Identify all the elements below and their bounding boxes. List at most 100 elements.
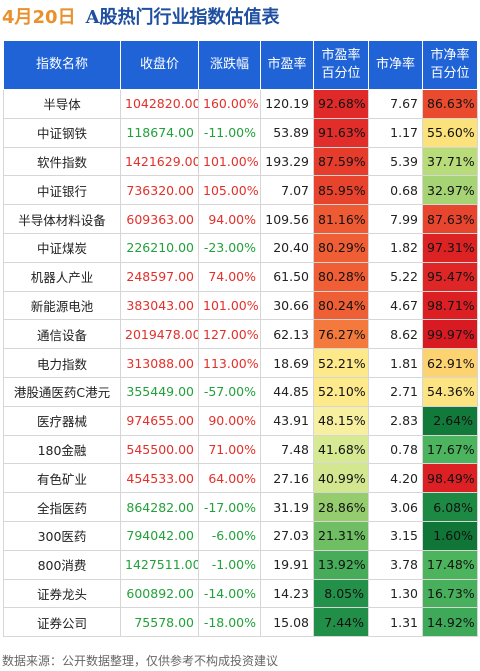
table-row: 全指医药 864282.00 -17.00% 31.19 28.86% 3.06 6.08%	[3, 492, 478, 522]
cell-change: -1.00%	[198, 549, 261, 580]
cell-pb-percentile: 98.71%	[422, 290, 478, 321]
cell-index-name: 中证银行	[3, 175, 121, 206]
cell-close: 864282.00	[120, 492, 199, 522]
cell-pe-percentile: 41.68%	[313, 434, 369, 465]
cell-change: 90.00%	[198, 405, 261, 436]
cell-pe: 31.19	[260, 492, 314, 522]
cell-pe: 62.13	[260, 319, 314, 350]
valuation-table: 指数名称 收盘价 涨跌幅 市盈率 市盈率 百分位 市净率 市净率 百分位 半导体 104282…	[3, 40, 478, 638]
cell-pe: 61.50	[260, 261, 314, 292]
cell-pe: 7.48	[260, 434, 314, 465]
cell-pe: 18.69	[260, 348, 314, 378]
cell-change: 127.00%	[198, 319, 261, 350]
cell-index-name: 医疗器械	[3, 405, 121, 436]
cell-index-name: 180金融	[3, 434, 121, 465]
cell-index-name: 证券公司	[3, 607, 121, 638]
cell-close: 974655.00	[120, 405, 199, 436]
cell-pb-percentile: 87.63%	[422, 204, 478, 234]
cell-close: 226210.00	[120, 232, 199, 263]
cell-close: 355449.00	[120, 376, 199, 407]
table-row: 半导体材料设备 609363.00 94.00% 109.56 81.16% 7.99 87…	[3, 204, 478, 234]
cell-close: 609363.00	[120, 204, 199, 234]
cell-change: -14.00%	[198, 578, 261, 609]
cell-index-name: 港股通医药C港元	[3, 376, 121, 407]
cell-pb-percentile: 37.71%	[422, 146, 478, 177]
cell-pe-percentile: 92.68%	[313, 89, 369, 119]
cell-pe: 7.07	[260, 175, 314, 206]
cell-pe-percentile: 52.21%	[313, 348, 369, 378]
cell-index-name: 电力指数	[3, 348, 121, 378]
cell-pe: 27.16	[260, 463, 314, 494]
cell-pb: 7.67	[368, 89, 423, 119]
cell-pe-percentile: 28.86%	[313, 492, 369, 522]
table-row: 中证银行 736320.00 105.00% 7.07 85.95% 0.68 32.97%	[3, 175, 478, 206]
cell-index-name: 中证钢铁	[3, 117, 121, 148]
cell-pb-percentile: 98.49%	[422, 463, 478, 494]
cell-index-name: 800消费	[3, 549, 121, 580]
cell-index-name: 300医药	[3, 520, 121, 551]
cell-pb-percentile: 17.48%	[422, 549, 478, 580]
cell-pb: 0.68	[368, 175, 423, 206]
table-row: 新能源电池 383043.00 101.00% 30.66 80.24% 4.67 98.7…	[3, 290, 478, 321]
cell-close: 1427511.00	[120, 549, 199, 580]
cell-change: 71.00%	[198, 434, 261, 465]
cell-pe: 120.19	[260, 89, 314, 119]
cell-index-name: 中证煤炭	[3, 232, 121, 263]
cell-change: 64.00%	[198, 463, 261, 494]
cell-pe-percentile: 48.15%	[313, 405, 369, 436]
cell-change: 160.00%	[198, 89, 261, 119]
header-change: 涨跌幅	[198, 40, 261, 90]
cell-pb-percentile: 32.97%	[422, 175, 478, 206]
header-pb-percentile: 市净率 百分位	[422, 40, 478, 90]
cell-close: 794042.00	[120, 520, 199, 551]
cell-close: 248597.00	[120, 261, 199, 292]
cell-close: 313088.00	[120, 348, 199, 378]
cell-pb: 1.31	[368, 607, 423, 638]
cell-change: 94.00%	[198, 204, 261, 234]
cell-pb-percentile: 16.73%	[422, 578, 478, 609]
cell-pe-percentile: 76.27%	[313, 319, 369, 350]
cell-pe-percentile: 7.44%	[313, 607, 369, 638]
cell-index-name: 新能源电池	[3, 290, 121, 321]
cell-pb: 1.17	[368, 117, 423, 148]
cell-change: 74.00%	[198, 261, 261, 292]
cell-pb-percentile: 97.31%	[422, 232, 478, 263]
cell-pb-percentile: 54.36%	[422, 376, 478, 407]
cell-close: 75578.00	[120, 607, 199, 638]
cell-close: 1042820.00	[120, 89, 199, 119]
cell-pe-percentile: 80.29%	[313, 232, 369, 263]
table-row: 通信设备 2019478.00 127.00% 62.13 76.27% 8.62 99.9…	[3, 319, 478, 350]
cell-pe-percentile: 8.05%	[313, 578, 369, 609]
table-row: 医疗器械 974655.00 90.00% 43.91 48.15% 2.83 2.64%	[3, 405, 478, 436]
cell-pb-percentile: 17.67%	[422, 434, 478, 465]
cell-pb: 1.30	[368, 578, 423, 609]
cell-index-name: 软件指数	[3, 146, 121, 177]
cell-close: 383043.00	[120, 290, 199, 321]
cell-index-name: 半导体	[3, 89, 121, 119]
cell-change: -11.00%	[198, 117, 261, 148]
cell-pb: 1.81	[368, 348, 423, 378]
table-row: 软件指数 1421629.00 101.00% 193.29 87.59% 5.39 37.…	[3, 146, 478, 177]
cell-pe-percentile: 52.10%	[313, 376, 369, 407]
cell-change: 101.00%	[198, 146, 261, 177]
cell-pb-percentile: 2.64%	[422, 405, 478, 436]
cell-pe-percentile: 91.63%	[313, 117, 369, 148]
cell-pb: 4.67	[368, 290, 423, 321]
cell-index-name: 半导体材料设备	[3, 204, 121, 234]
cell-pb: 7.99	[368, 204, 423, 234]
cell-pb: 4.20	[368, 463, 423, 494]
table-row: 300医药 794042.00 -6.00% 27.03 21.31% 3.15 1.60%	[3, 520, 478, 551]
cell-pb-percentile: 1.60%	[422, 520, 478, 551]
cell-close: 600892.00	[120, 578, 199, 609]
cell-close: 118674.00	[120, 117, 199, 148]
title-bar: 4月20日 A股热门行业指数估值表	[0, 0, 480, 32]
cell-pb: 5.39	[368, 146, 423, 177]
cell-pe-percentile: 81.16%	[313, 204, 369, 234]
cell-pe: 20.40	[260, 232, 314, 263]
cell-pb-percentile: 55.60%	[422, 117, 478, 148]
cell-pe-percentile: 40.99%	[313, 463, 369, 494]
cell-index-name: 全指医药	[3, 492, 121, 522]
cell-close: 545500.00	[120, 434, 199, 465]
cell-pb: 5.22	[368, 261, 423, 292]
table-row: 180金融 545500.00 71.00% 7.48 41.68% 0.78 17.67%	[3, 434, 478, 465]
